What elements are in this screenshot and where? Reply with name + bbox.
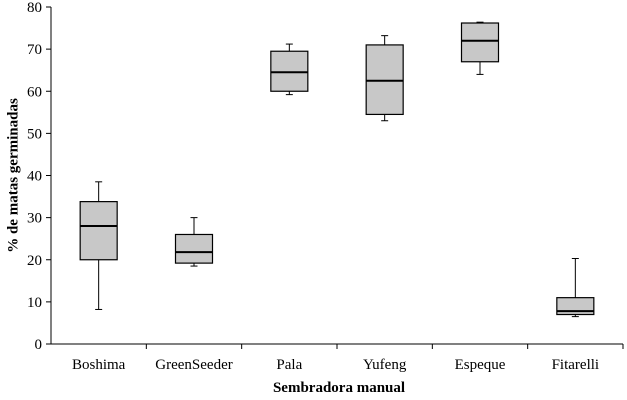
x-tick-label: Boshima xyxy=(72,357,126,373)
x-tick-label: Espeque xyxy=(455,357,506,373)
x-tick-label: Yufeng xyxy=(363,357,407,373)
y-axis: 0 10 20 30 40 50 60 70 80 xyxy=(27,0,52,353)
box-boshima xyxy=(79,181,118,310)
box-yufeng xyxy=(365,35,404,122)
box-greenseeder xyxy=(174,217,214,267)
y-tick-label: 80 xyxy=(27,0,42,16)
iqr-box xyxy=(460,22,500,63)
x-axis-title: Sembradora manual xyxy=(273,380,405,396)
iqr-box xyxy=(174,233,214,264)
y-tick-label: 0 xyxy=(35,337,43,353)
y-tick-label: 60 xyxy=(27,84,42,100)
y-tick-label: 40 xyxy=(27,169,42,185)
y-tick-label: 20 xyxy=(27,253,42,269)
x-tick-label: Pala xyxy=(276,357,302,373)
iqr-box xyxy=(79,201,118,261)
boxes-group xyxy=(79,21,595,318)
x-tick-label: GreenSeeder xyxy=(155,357,232,373)
box-espeque xyxy=(460,21,500,75)
iqr-box xyxy=(365,44,404,116)
x-tick-label: Fitarelli xyxy=(552,357,600,373)
y-tick-label: 10 xyxy=(27,295,42,311)
iqr-box xyxy=(270,50,309,92)
y-tick-label: 70 xyxy=(27,42,42,58)
x-axis: Boshima GreenSeeder Pala Yufeng Espeque Fitar… xyxy=(51,343,624,373)
y-tick-label: 50 xyxy=(27,126,42,142)
y-axis-title: % de matas germinadas xyxy=(5,98,21,253)
box-fitarelli xyxy=(556,257,595,318)
box-pala xyxy=(270,43,309,96)
y-tick-label: 30 xyxy=(27,211,42,227)
